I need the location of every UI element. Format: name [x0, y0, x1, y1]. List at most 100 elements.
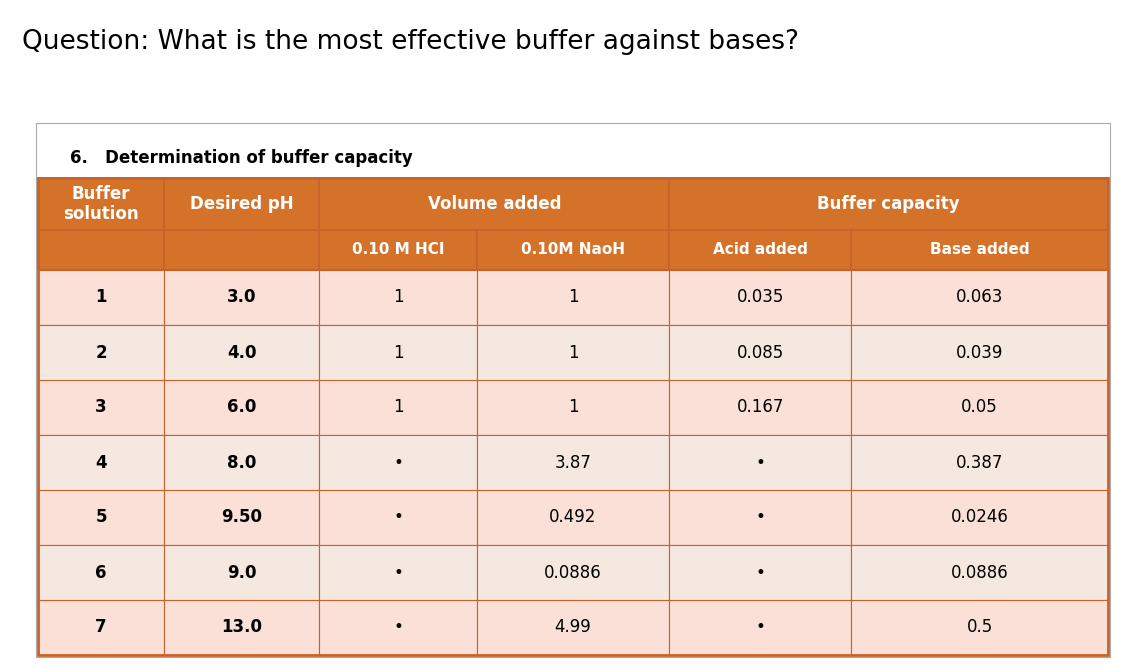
Bar [38, 545, 165, 600]
Bar [851, 435, 1109, 490]
Text: 2: 2 [95, 343, 106, 361]
Bar [477, 230, 669, 270]
Bar [38, 178, 165, 230]
Text: 1: 1 [567, 399, 579, 417]
Bar [851, 545, 1109, 600]
Text: 5: 5 [95, 508, 106, 526]
Text: 3: 3 [95, 399, 106, 417]
Bar [477, 270, 669, 325]
Bar [669, 600, 851, 655]
Bar [851, 230, 1109, 270]
Text: •: • [755, 619, 765, 637]
Bar [477, 380, 669, 435]
Text: Buffer
solution: Buffer solution [63, 184, 138, 223]
Text: 0.10 M HCI: 0.10 M HCI [352, 242, 444, 257]
Bar [38, 230, 165, 270]
Text: 4: 4 [95, 454, 106, 472]
Text: 0.05: 0.05 [961, 399, 998, 417]
Text: Desired pH: Desired pH [190, 195, 294, 213]
Bar [669, 178, 1109, 230]
Text: •: • [755, 508, 765, 526]
Text: 7: 7 [95, 619, 106, 637]
Bar [165, 380, 319, 435]
Bar [669, 230, 851, 270]
Bar [38, 435, 165, 490]
Bar [165, 490, 319, 545]
Text: 1: 1 [567, 289, 579, 307]
Text: 1: 1 [95, 289, 106, 307]
Bar [851, 325, 1109, 380]
Text: 0.0886: 0.0886 [951, 564, 1009, 582]
Bar [477, 490, 669, 545]
Bar [319, 545, 477, 600]
Text: 1: 1 [392, 289, 404, 307]
Text: 0.085: 0.085 [737, 343, 784, 361]
Bar [319, 325, 477, 380]
Bar [165, 178, 319, 230]
Text: 13.0: 13.0 [221, 619, 262, 637]
Bar [477, 545, 669, 600]
Text: 4.0: 4.0 [228, 343, 256, 361]
Bar [38, 325, 165, 380]
Bar [319, 435, 477, 490]
Text: •: • [394, 454, 403, 472]
Bar [319, 490, 477, 545]
Bar [477, 435, 669, 490]
Bar [851, 380, 1109, 435]
Text: 0.0246: 0.0246 [951, 508, 1009, 526]
Bar [319, 230, 477, 270]
Bar [851, 600, 1109, 655]
Bar [669, 325, 851, 380]
Text: 9.50: 9.50 [221, 508, 262, 526]
Text: Base added: Base added [930, 242, 1030, 257]
Bar [669, 490, 851, 545]
Text: 0.0886: 0.0886 [545, 564, 602, 582]
Bar [319, 600, 477, 655]
Text: 1: 1 [567, 343, 579, 361]
Bar [669, 270, 851, 325]
Text: 4.99: 4.99 [555, 619, 591, 637]
Text: 0.035: 0.035 [737, 289, 784, 307]
Text: •: • [755, 454, 765, 472]
Text: 0.387: 0.387 [956, 454, 1003, 472]
Bar [165, 435, 319, 490]
Text: Acid added: Acid added [713, 242, 808, 257]
Text: 0.492: 0.492 [549, 508, 597, 526]
Bar [319, 270, 477, 325]
Text: 6.0: 6.0 [228, 399, 256, 417]
Text: 0.167: 0.167 [737, 399, 784, 417]
Bar [851, 270, 1109, 325]
Text: •: • [755, 564, 765, 582]
Text: Volume added: Volume added [428, 195, 561, 213]
Text: 0.10M NaoH: 0.10M NaoH [521, 242, 625, 257]
Bar [319, 178, 669, 230]
Text: 8.0: 8.0 [228, 454, 256, 472]
Text: •: • [394, 619, 403, 637]
Text: •: • [394, 508, 403, 526]
Bar [669, 545, 851, 600]
Text: 1: 1 [392, 399, 404, 417]
Bar [477, 600, 669, 655]
Bar [851, 490, 1109, 545]
Text: 6: 6 [95, 564, 106, 582]
Text: •: • [394, 564, 403, 582]
Text: Question: What is the most effective buffer against bases?: Question: What is the most effective buf… [22, 29, 799, 55]
Bar [38, 490, 165, 545]
Bar [477, 325, 669, 380]
Bar [165, 270, 319, 325]
Bar [669, 380, 851, 435]
Text: Buffer capacity: Buffer capacity [817, 195, 960, 213]
Text: 1: 1 [392, 343, 404, 361]
Bar [165, 325, 319, 380]
Bar [165, 230, 319, 270]
Bar [319, 380, 477, 435]
Bar [38, 600, 165, 655]
Bar [165, 600, 319, 655]
Bar [35, 123, 1110, 657]
Text: 3.87: 3.87 [555, 454, 591, 472]
Text: 0.063: 0.063 [956, 289, 1003, 307]
Bar [669, 435, 851, 490]
Text: 6.   Determination of buffer capacity: 6. Determination of buffer capacity [70, 149, 413, 167]
Bar [38, 178, 1109, 655]
Text: 9.0: 9.0 [228, 564, 256, 582]
